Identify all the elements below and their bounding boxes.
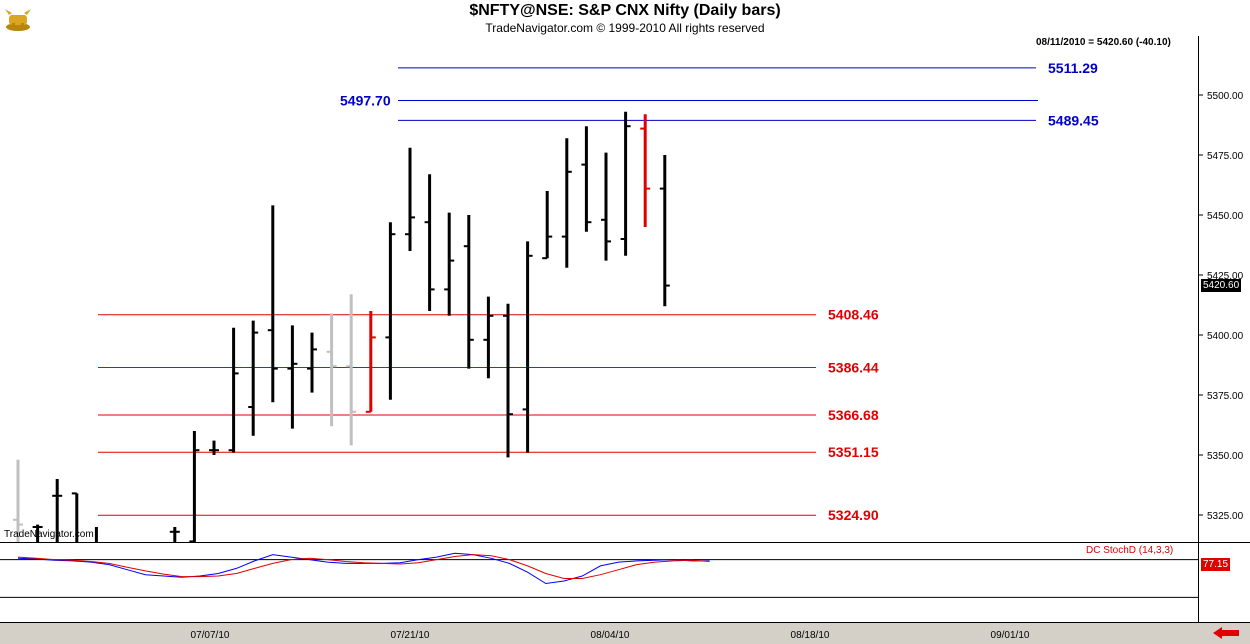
- ohlc-bar-19: [385, 222, 396, 400]
- chart-subtitle: TradeNavigator.com © 1999-2010 All right…: [485, 21, 765, 35]
- ohlc-bar-17: [346, 294, 357, 446]
- ohlc-bar-16: [326, 313, 337, 427]
- ohlc-bar-28: [561, 138, 572, 268]
- ohlc-bar-25: [503, 303, 513, 458]
- price-tick-label-2: 5375.00: [1207, 391, 1244, 402]
- ohlc-bar-30: [601, 152, 611, 261]
- ohlc-bar-15: [307, 332, 317, 393]
- stochastic-svg: [0, 552, 1198, 598]
- date-axis[interactable]: 07/07/10 07/21/10 08/04/10 08/18/10 09/01/10: [0, 622, 1250, 644]
- indicator-label: DC StochD (14,3,3): [1086, 545, 1174, 556]
- ohlc-bar-8: [169, 527, 180, 542]
- chart-header: $NFTY@NSE: S&P CNX Nifty (Daily bars) Tr…: [0, 0, 1250, 36]
- date-tick-label-2: 08/04/10: [591, 630, 630, 641]
- ohlc-bar-21: [424, 174, 435, 311]
- date-tick-label-0: 07/07/10: [191, 630, 230, 641]
- ohlc-bar-33: [659, 155, 670, 307]
- chart-title: $NFTY@NSE: S&P CNX Nifty (Daily bars): [469, 2, 781, 19]
- resistance-label-1: 5497.70: [340, 93, 391, 109]
- price-tick-label-1: 5350.00: [1207, 451, 1244, 462]
- resistance-label-2: 5489.45: [1048, 112, 1099, 128]
- ohlc-bar-0: [13, 459, 23, 542]
- ohlc-bar-12: [248, 320, 259, 436]
- ohlc-bar-9: [189, 431, 200, 542]
- stoch-k-line: [17, 552, 710, 585]
- ohlc-bar-29: [581, 126, 592, 232]
- ohlc-bar-26: [522, 241, 533, 453]
- ohlc-bar-31: [620, 111, 631, 256]
- ohlc-bar-24: [483, 296, 494, 379]
- support-label-0: 5408.46: [828, 307, 879, 323]
- date-axis-svg: 07/07/10 07/21/10 08/04/10 08/18/10 09/01/10: [191, 630, 1030, 641]
- ohlc-bar-14: [287, 325, 298, 429]
- ohlc-bar-1: [32, 524, 43, 542]
- last-price-info: 08/11/2010 = 5420.60 (-40.10): [1036, 37, 1171, 48]
- date-tick-label-4: 09/01/10: [991, 630, 1030, 641]
- ohlc-bar-11: [228, 327, 239, 453]
- watermark: TradeNavigator.com: [4, 529, 94, 540]
- price-axis-svg: 5325.00 5350.00 5375.00 5400.00 5425.00 5450.…: [1199, 91, 1244, 522]
- gold-bull-icon: [5, 9, 31, 31]
- date-tick-label-1: 07/21/10: [391, 630, 430, 641]
- price-tick-label-6: 5475.00: [1207, 151, 1244, 162]
- scroll-left-arrow-icon[interactable]: [1213, 627, 1239, 639]
- ohlc-bar-32: [640, 114, 651, 227]
- price-chart-area[interactable]: 5408.46 5386.44 5366.68 5351.15 5324.90 5511.…: [0, 36, 1198, 542]
- price-chart-svg: 5408.46 5386.44 5366.68 5351.15 5324.90 5511.…: [13, 60, 1099, 542]
- ohlc-bar-18: [365, 311, 376, 413]
- price-tick-label-0: 5325.00: [1207, 511, 1244, 522]
- ohlc-bar-23: [463, 215, 474, 369]
- support-label-4: 5324.90: [828, 507, 879, 523]
- support-label-3: 5351.15: [828, 444, 879, 460]
- stoch-d-line: [17, 554, 710, 579]
- price-tick-label-4: 5425.00: [1207, 271, 1244, 282]
- ohlc-bar-3: [71, 492, 79, 542]
- price-tick-label-3: 5400.00: [1207, 331, 1244, 342]
- price-tick-label-7: 5500.00: [1207, 91, 1244, 102]
- ohlc-bar-27: [542, 191, 553, 260]
- date-tick-label-3: 08/18/10: [791, 630, 830, 641]
- indicator-value-tag: 77.15: [1201, 558, 1231, 571]
- ohlc-bar-20: [405, 147, 415, 251]
- stochastic-panel[interactable]: [0, 542, 1198, 623]
- support-label-2: 5366.68: [828, 407, 879, 423]
- ohlc-bar-4: [94, 527, 98, 542]
- support-label-1: 5386.44: [828, 360, 879, 376]
- ohlc-bar-13: [267, 205, 278, 403]
- ohlc-bar-2: [52, 479, 63, 542]
- resistance-label-0: 5511.29: [1048, 60, 1098, 76]
- ohlc-bar-10: [209, 440, 219, 455]
- indicator-axis: [1198, 542, 1250, 623]
- price-tick-label-5: 5450.00: [1207, 211, 1244, 222]
- last-price-tag: 5420.60: [1201, 279, 1242, 292]
- ohlc-bar-22: [444, 212, 455, 316]
